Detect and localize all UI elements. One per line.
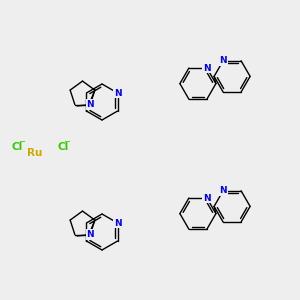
- Text: Ru: Ru: [27, 148, 43, 158]
- Text: N: N: [219, 56, 227, 65]
- Text: N: N: [219, 186, 227, 195]
- Text: N: N: [114, 218, 122, 227]
- Text: −: −: [64, 137, 70, 146]
- Text: N: N: [86, 100, 94, 109]
- Text: N: N: [86, 230, 94, 239]
- Text: N: N: [203, 194, 211, 202]
- Text: N: N: [114, 88, 122, 98]
- Text: Cl: Cl: [57, 142, 68, 152]
- Text: Cl: Cl: [12, 142, 23, 152]
- Text: −: −: [19, 137, 26, 146]
- Text: N: N: [203, 64, 211, 73]
